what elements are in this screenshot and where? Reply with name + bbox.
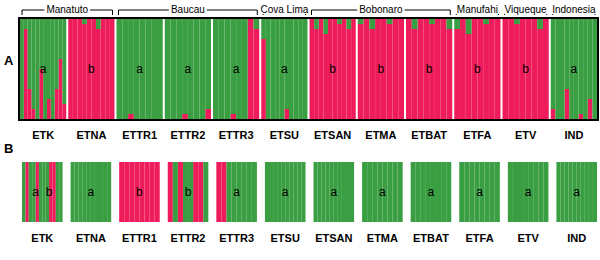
svg-text:a: a	[136, 62, 143, 76]
svg-text:ETTR3: ETTR3	[219, 129, 254, 141]
svg-text:ETTR1: ETTR1	[122, 129, 157, 141]
svg-text:ETMA: ETMA	[365, 129, 396, 141]
svg-text:a: a	[88, 185, 95, 199]
svg-text:ETK: ETK	[31, 232, 53, 244]
svg-text:ETV: ETV	[515, 129, 537, 141]
svg-text:ETSU: ETSU	[270, 129, 299, 141]
svg-text:b: b	[185, 185, 192, 199]
svg-text:Manatuto: Manatuto	[46, 4, 88, 15]
svg-text:ETNA: ETNA	[76, 232, 106, 244]
svg-text:Cova Lima: Cova Lima	[260, 4, 308, 15]
svg-text:b: b	[426, 62, 433, 76]
svg-text:b: b	[88, 62, 95, 76]
svg-text:Indonesia: Indonesia	[552, 4, 596, 15]
svg-text:Baucau: Baucau	[171, 4, 205, 15]
svg-text:B: B	[4, 141, 13, 156]
svg-text:ETSU: ETSU	[271, 232, 300, 244]
svg-text:ETSAN: ETSAN	[314, 129, 351, 141]
svg-text:ETTR1: ETTR1	[122, 232, 157, 244]
svg-text:ETTR2: ETTR2	[170, 129, 205, 141]
svg-text:ETFA: ETFA	[465, 232, 493, 244]
svg-text:ETV: ETV	[517, 232, 539, 244]
svg-text:b: b	[474, 62, 481, 76]
svg-text:ETBAT: ETBAT	[413, 232, 449, 244]
svg-text:a: a	[282, 185, 289, 199]
svg-text:ETBAT: ETBAT	[411, 129, 447, 141]
svg-text:ETTR2: ETTR2	[171, 232, 206, 244]
svg-text:b: b	[46, 185, 53, 199]
svg-text:Manufahi: Manufahi	[457, 4, 498, 15]
svg-text:b: b	[329, 62, 336, 76]
svg-text:a: a	[428, 185, 435, 199]
svg-text:a: a	[233, 62, 240, 76]
svg-text:a: a	[185, 62, 192, 76]
svg-text:a: a	[281, 62, 288, 76]
svg-text:ETTR3: ETTR3	[219, 232, 254, 244]
svg-text:Bobonaro: Bobonaro	[359, 4, 403, 15]
svg-text:a: a	[573, 185, 580, 199]
svg-text:a: a	[571, 62, 578, 76]
svg-text:IND: IND	[567, 232, 586, 244]
svg-text:A: A	[4, 53, 14, 68]
svg-text:IND: IND	[564, 129, 583, 141]
svg-text:a: a	[525, 185, 532, 199]
svg-text:b: b	[522, 62, 529, 76]
svg-text:a: a	[379, 185, 386, 199]
svg-text:b: b	[378, 62, 385, 76]
svg-text:ETFA: ETFA	[463, 129, 491, 141]
svg-text:a: a	[476, 185, 483, 199]
svg-text:ETNA: ETNA	[76, 129, 106, 141]
svg-text:ETSAN: ETSAN	[315, 232, 352, 244]
svg-text:a: a	[233, 185, 240, 199]
svg-text:b: b	[136, 185, 143, 199]
svg-text:ETMA: ETMA	[367, 232, 398, 244]
svg-text:a: a	[32, 185, 39, 199]
svg-text:ETK: ETK	[32, 129, 54, 141]
svg-text:Viqueque: Viqueque	[505, 4, 548, 15]
svg-text:a: a	[330, 185, 337, 199]
svg-text:a: a	[40, 62, 47, 76]
